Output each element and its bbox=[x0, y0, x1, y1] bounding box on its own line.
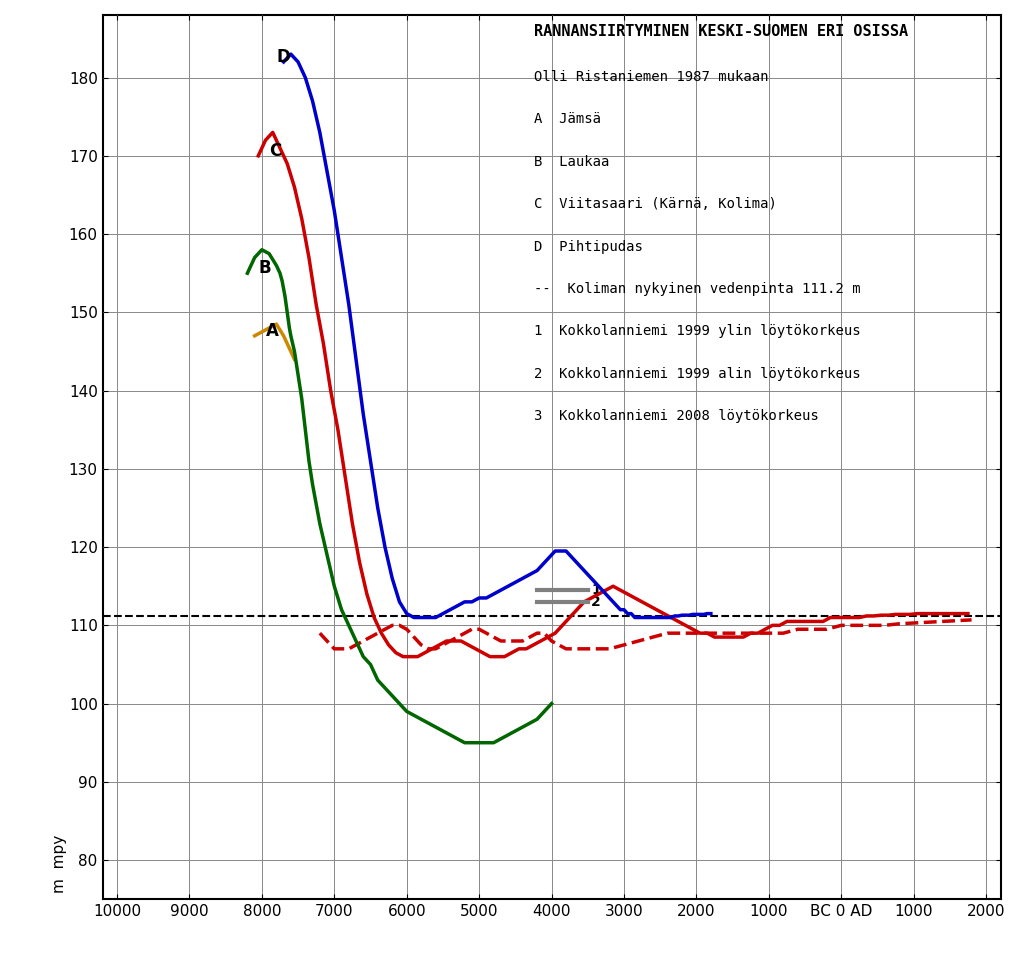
Text: --  Koliman nykyinen vedenpinta 111.2 m: -- Koliman nykyinen vedenpinta 111.2 m bbox=[533, 282, 861, 296]
Text: 1  Kokkolanniemi 1999 ylin löytökorkeus: 1 Kokkolanniemi 1999 ylin löytökorkeus bbox=[533, 324, 861, 339]
Text: C: C bbox=[269, 142, 281, 160]
Text: 2: 2 bbox=[592, 595, 601, 609]
Text: 1: 1 bbox=[592, 583, 601, 597]
Text: C  Viitasaari (Kärnä, Kolima): C Viitasaari (Kärnä, Kolima) bbox=[533, 198, 777, 211]
Text: 3  Kokkolanniemi 2008 löytökorkeus: 3 Kokkolanniemi 2008 löytökorkeus bbox=[533, 410, 819, 423]
Text: 2  Kokkolanniemi 1999 alin löytökorkeus: 2 Kokkolanniemi 1999 alin löytökorkeus bbox=[533, 367, 861, 380]
Text: Olli Ristaniemen 1987 mukaan: Olli Ristaniemen 1987 mukaan bbox=[533, 70, 769, 84]
Text: A  Jämsä: A Jämsä bbox=[533, 112, 601, 126]
Text: A: A bbox=[266, 322, 278, 340]
Text: D: D bbox=[276, 48, 290, 66]
Text: B: B bbox=[259, 259, 271, 277]
Text: B  Laukaa: B Laukaa bbox=[533, 155, 609, 168]
Text: D  Pihtipudas: D Pihtipudas bbox=[533, 239, 643, 254]
Y-axis label: m  mpy: m mpy bbox=[52, 835, 66, 893]
Text: RANNANSIIRTYMINEN KESKI-SUOMEN ERI OSISSA: RANNANSIIRTYMINEN KESKI-SUOMEN ERI OSISS… bbox=[533, 24, 908, 39]
